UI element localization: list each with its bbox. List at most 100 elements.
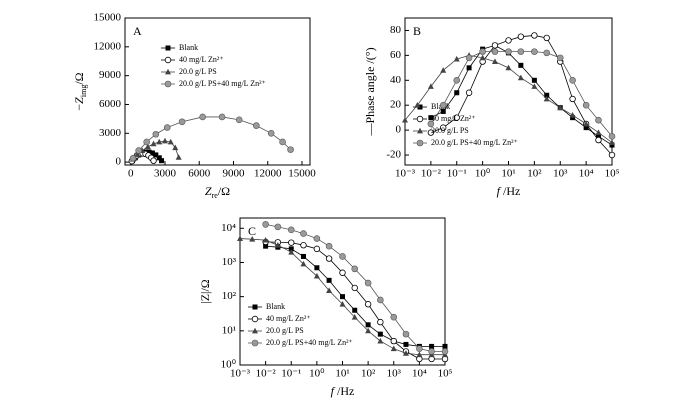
marker-triangle (517, 74, 524, 81)
marker-triangle (161, 137, 168, 144)
marker-sphere (453, 76, 461, 84)
marker-square (365, 322, 371, 328)
marker-square (403, 341, 409, 347)
x-axis-label: f /Hz (497, 184, 521, 198)
marker-open-circle (569, 95, 576, 103)
marker-square (440, 108, 446, 114)
y-tick-label: 10⁰ (221, 359, 237, 371)
marker-sphere (300, 230, 307, 237)
axis-label-part: img (79, 85, 88, 97)
x-tick-label: 10⁻² (256, 368, 277, 380)
marker-sphere (351, 265, 359, 273)
marker-square (300, 253, 306, 259)
marker-square (326, 277, 332, 283)
marker-sphere (427, 120, 435, 128)
marker-sphere (402, 330, 410, 338)
marker-square (466, 65, 472, 71)
x-tick-label: 10² (361, 368, 376, 380)
marker-sphere (339, 253, 346, 260)
marker-square (149, 150, 155, 156)
marker-sphere (377, 296, 384, 304)
legend-label: 20.0 g/L PS+40 mg/L Zn²⁺ (179, 79, 266, 88)
marker-sphere (608, 133, 616, 140)
y-tick-label: 9000 (99, 69, 122, 81)
marker-sphere (439, 101, 447, 109)
marker-open-circle (377, 318, 384, 326)
marker-open-circle (465, 89, 473, 96)
marker-triangle (313, 272, 320, 279)
marker-sphere (479, 48, 486, 55)
marker-open-circle (440, 124, 447, 131)
marker-triangle (569, 111, 576, 118)
marker-sphere (491, 48, 499, 55)
marker-sphere (313, 235, 321, 242)
marker-triangle (427, 83, 434, 89)
x-tick-label: 10⁵ (605, 168, 620, 180)
y-tick-label: -20 (386, 149, 401, 161)
x-tick-label: 10⁰ (475, 168, 491, 180)
y-tick-label: 6000 (99, 98, 122, 110)
marker-square (156, 155, 162, 161)
legend-label: 40 mg/L Zn²⁺ (179, 55, 224, 64)
marker-sphere (287, 226, 295, 234)
marker-sphere (143, 138, 150, 146)
x-tick-label: 10⁻¹ (447, 168, 467, 180)
y-axis-label: |Z|/Ω (198, 279, 212, 303)
marker-square (518, 62, 524, 68)
marker-open-circle (364, 301, 372, 308)
marker-square (153, 152, 159, 158)
marker-square (454, 90, 460, 96)
marker-sphere (129, 154, 137, 162)
marker-square (314, 265, 320, 271)
marker-triangle (414, 102, 421, 108)
y-tick-label: 60 (390, 49, 402, 61)
marker-triangle (144, 143, 151, 150)
axis-label-part: /Ω (218, 184, 230, 198)
x-tick-label: 10⁴ (412, 368, 427, 380)
marker-open-circle (390, 337, 397, 345)
marker-square (146, 149, 152, 155)
marker-square (352, 307, 358, 313)
marker-triangle (326, 287, 333, 294)
marker-open-circle (517, 33, 525, 40)
marker-open-circle (505, 37, 512, 44)
panel: 0 3000 6000 9000 12000 15000 0 3000 6000 9000 1200… (94, 12, 317, 180)
marker-triangle (300, 260, 307, 267)
marker-sphere (274, 223, 282, 231)
x-tick-label: 10¹ (335, 368, 349, 380)
marker-sphere (595, 116, 602, 124)
marker-triangle (390, 345, 397, 352)
legend-label: 20.0 g/L PS (179, 67, 217, 76)
x-axis-label: f /Hz (331, 384, 355, 398)
marker-triangle (402, 350, 409, 356)
panel: 10⁻³ 10⁻² 10⁻¹ 10⁰ 10¹ 10² 10³ 10⁴ 10⁵ -20 0 20 40 60… (386, 17, 620, 180)
marker-open-circle (164, 56, 172, 64)
x-axis-label: Zre/Ω (205, 184, 230, 201)
marker-sphere (543, 49, 551, 57)
x-tick-label: 10¹ (501, 168, 515, 180)
plot-frame (124, 17, 311, 166)
marker-sphere (582, 101, 590, 109)
x-tick-label: 10³ (387, 368, 402, 380)
legend-label: 20.0 g/L PS (266, 326, 304, 335)
marker-open-circle (416, 115, 424, 123)
marker-open-circle (251, 315, 259, 323)
x-tick-label: 10⁵ (438, 368, 453, 380)
axis-label-part: /Hz (334, 384, 354, 398)
x-tick-label: 10⁻³ (230, 368, 251, 380)
marker-triangle (453, 55, 460, 62)
marker-triangle (609, 139, 615, 145)
marker-triangle (262, 236, 269, 243)
marker-square (377, 331, 383, 337)
marker-open-circle (313, 245, 321, 253)
marker-sphere (569, 76, 576, 84)
marker-sphere (199, 113, 206, 121)
y-tick-label: 10⁴ (221, 222, 236, 234)
marker-sphere (164, 80, 172, 88)
marker-open-circle (339, 269, 346, 276)
y-tick-label: 0 (116, 156, 122, 168)
marker-triangle (134, 151, 141, 157)
marker-sphere (235, 116, 243, 124)
marker-open-circle (608, 151, 616, 159)
axis-label-part: /Hz (500, 184, 520, 198)
